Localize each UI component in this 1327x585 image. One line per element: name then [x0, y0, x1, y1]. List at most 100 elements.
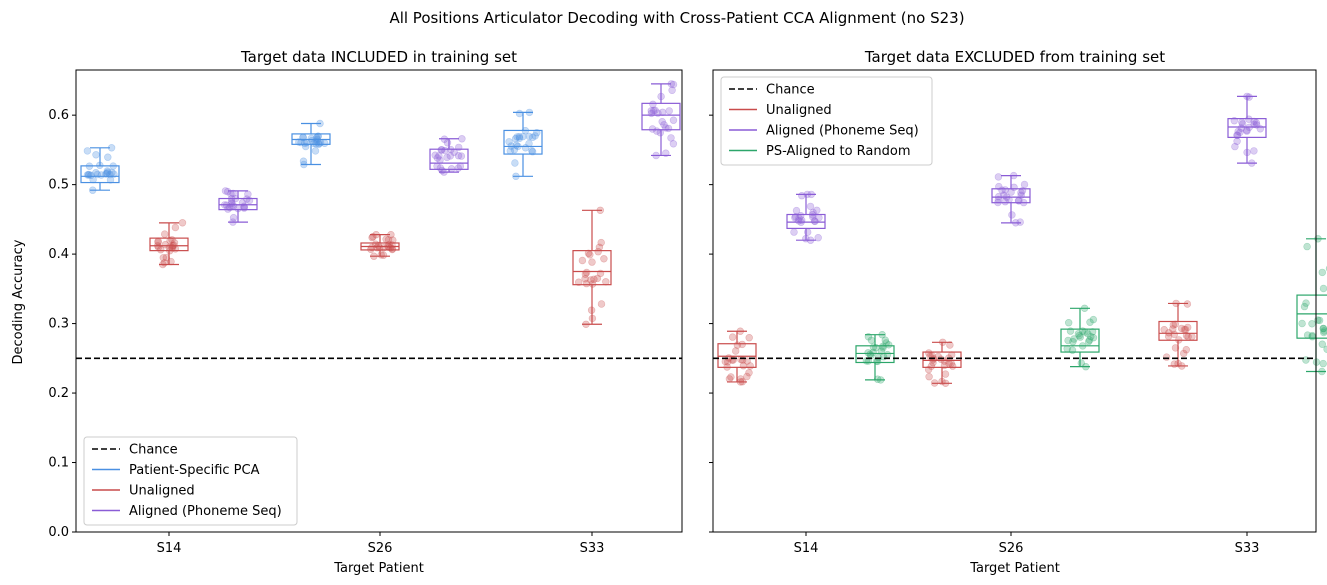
data-point — [103, 167, 112, 175]
data-point — [651, 106, 659, 115]
panel-title: Target data EXCLUDED from training set — [864, 48, 1165, 66]
box-iqr — [1158, 320, 1198, 341]
data-point — [229, 214, 238, 222]
data-point — [1020, 180, 1029, 189]
data-point — [511, 135, 520, 143]
data-point — [883, 350, 892, 359]
data-point — [1069, 338, 1077, 346]
y-tick-label: 0.2 — [48, 386, 69, 401]
box-iqr — [855, 345, 895, 364]
data-point — [940, 357, 949, 365]
data-point — [600, 255, 608, 263]
panel-title: Target data INCLUDED in training set — [240, 48, 517, 66]
data-point — [1064, 336, 1072, 345]
box-iqr — [218, 197, 258, 211]
data-point — [1084, 337, 1093, 346]
data-point — [1183, 323, 1192, 332]
data-point — [664, 124, 673, 133]
data-point — [240, 203, 248, 212]
data-point — [528, 147, 536, 155]
data-point — [1308, 320, 1316, 328]
data-point — [811, 217, 819, 226]
data-point — [512, 141, 520, 149]
data-point — [505, 138, 513, 146]
data-point — [728, 333, 737, 341]
box-ps-aligned-to-random-s26 — [1060, 304, 1100, 371]
data-point — [731, 347, 740, 355]
data-point — [385, 243, 393, 251]
data-point — [171, 223, 180, 232]
legend-label: Aligned (Phoneme Seq) — [766, 124, 919, 139]
data-point — [809, 213, 817, 221]
box-aligned-phoneme-seq--s33 — [1227, 92, 1267, 167]
box-iqr — [429, 148, 469, 170]
data-point — [160, 259, 169, 267]
data-point — [1087, 332, 1095, 341]
data-point — [1074, 330, 1083, 338]
data-point — [513, 133, 521, 141]
data-point — [295, 138, 303, 146]
box-iqr — [572, 250, 612, 286]
data-point — [157, 246, 165, 254]
data-point — [1088, 328, 1097, 336]
plot-area — [76, 80, 682, 360]
box-unaligned-s26 — [360, 231, 400, 260]
data-point — [104, 153, 112, 161]
x-axis-label: Target Patient — [969, 561, 1060, 576]
data-point — [321, 139, 329, 148]
data-point — [1089, 315, 1098, 324]
data-point — [437, 146, 445, 154]
x-tick-label: S26 — [999, 541, 1024, 556]
data-point — [303, 139, 311, 147]
box-unaligned-s33 — [572, 206, 612, 328]
data-point — [649, 100, 657, 109]
data-point — [1320, 327, 1327, 335]
data-point — [665, 107, 673, 115]
box-iqr — [1060, 328, 1100, 353]
data-point — [159, 254, 168, 262]
data-point — [436, 164, 445, 172]
data-point — [1162, 353, 1171, 361]
data-point — [1320, 328, 1327, 337]
box-ps-aligned-to-random-s14 — [855, 331, 895, 384]
box-unaligned-s14 — [149, 219, 189, 269]
data-point — [881, 336, 889, 344]
data-point — [1075, 331, 1084, 340]
legend-label: PS-Aligned to Random — [766, 144, 911, 159]
data-point — [103, 168, 112, 176]
data-point — [658, 117, 666, 126]
data-point — [1008, 211, 1016, 219]
data-point — [511, 159, 519, 167]
data-point — [798, 192, 806, 200]
data-point — [307, 134, 315, 143]
data-point — [433, 154, 442, 162]
box-iqr — [786, 213, 826, 230]
box-aligned-phoneme-seq--s14 — [218, 187, 258, 226]
data-point — [574, 278, 583, 286]
data-point — [873, 375, 882, 383]
data-point — [1170, 330, 1179, 339]
data-point — [653, 127, 661, 135]
data-point — [587, 276, 595, 284]
data-point — [1086, 318, 1094, 326]
box-ps-aligned-to-random-s33 — [1296, 235, 1327, 376]
data-point — [814, 234, 822, 242]
legend-label: Chance — [129, 443, 178, 458]
data-point — [745, 334, 753, 342]
box-iqr — [149, 237, 189, 252]
data-point — [941, 370, 950, 378]
data-point — [1300, 302, 1309, 311]
data-point — [1234, 127, 1242, 136]
box-patient-specific-pca-s14 — [80, 144, 120, 194]
data-point — [1084, 330, 1092, 338]
data-point — [803, 228, 812, 236]
x-tick-label: S14 — [157, 541, 182, 556]
data-point — [994, 173, 1003, 181]
box-aligned-phoneme-seq--s26 — [429, 135, 469, 176]
legend-label: Chance — [766, 83, 815, 98]
data-point — [454, 152, 463, 160]
plot-frame — [712, 69, 1317, 533]
data-point — [1319, 284, 1327, 293]
data-point — [374, 241, 383, 250]
